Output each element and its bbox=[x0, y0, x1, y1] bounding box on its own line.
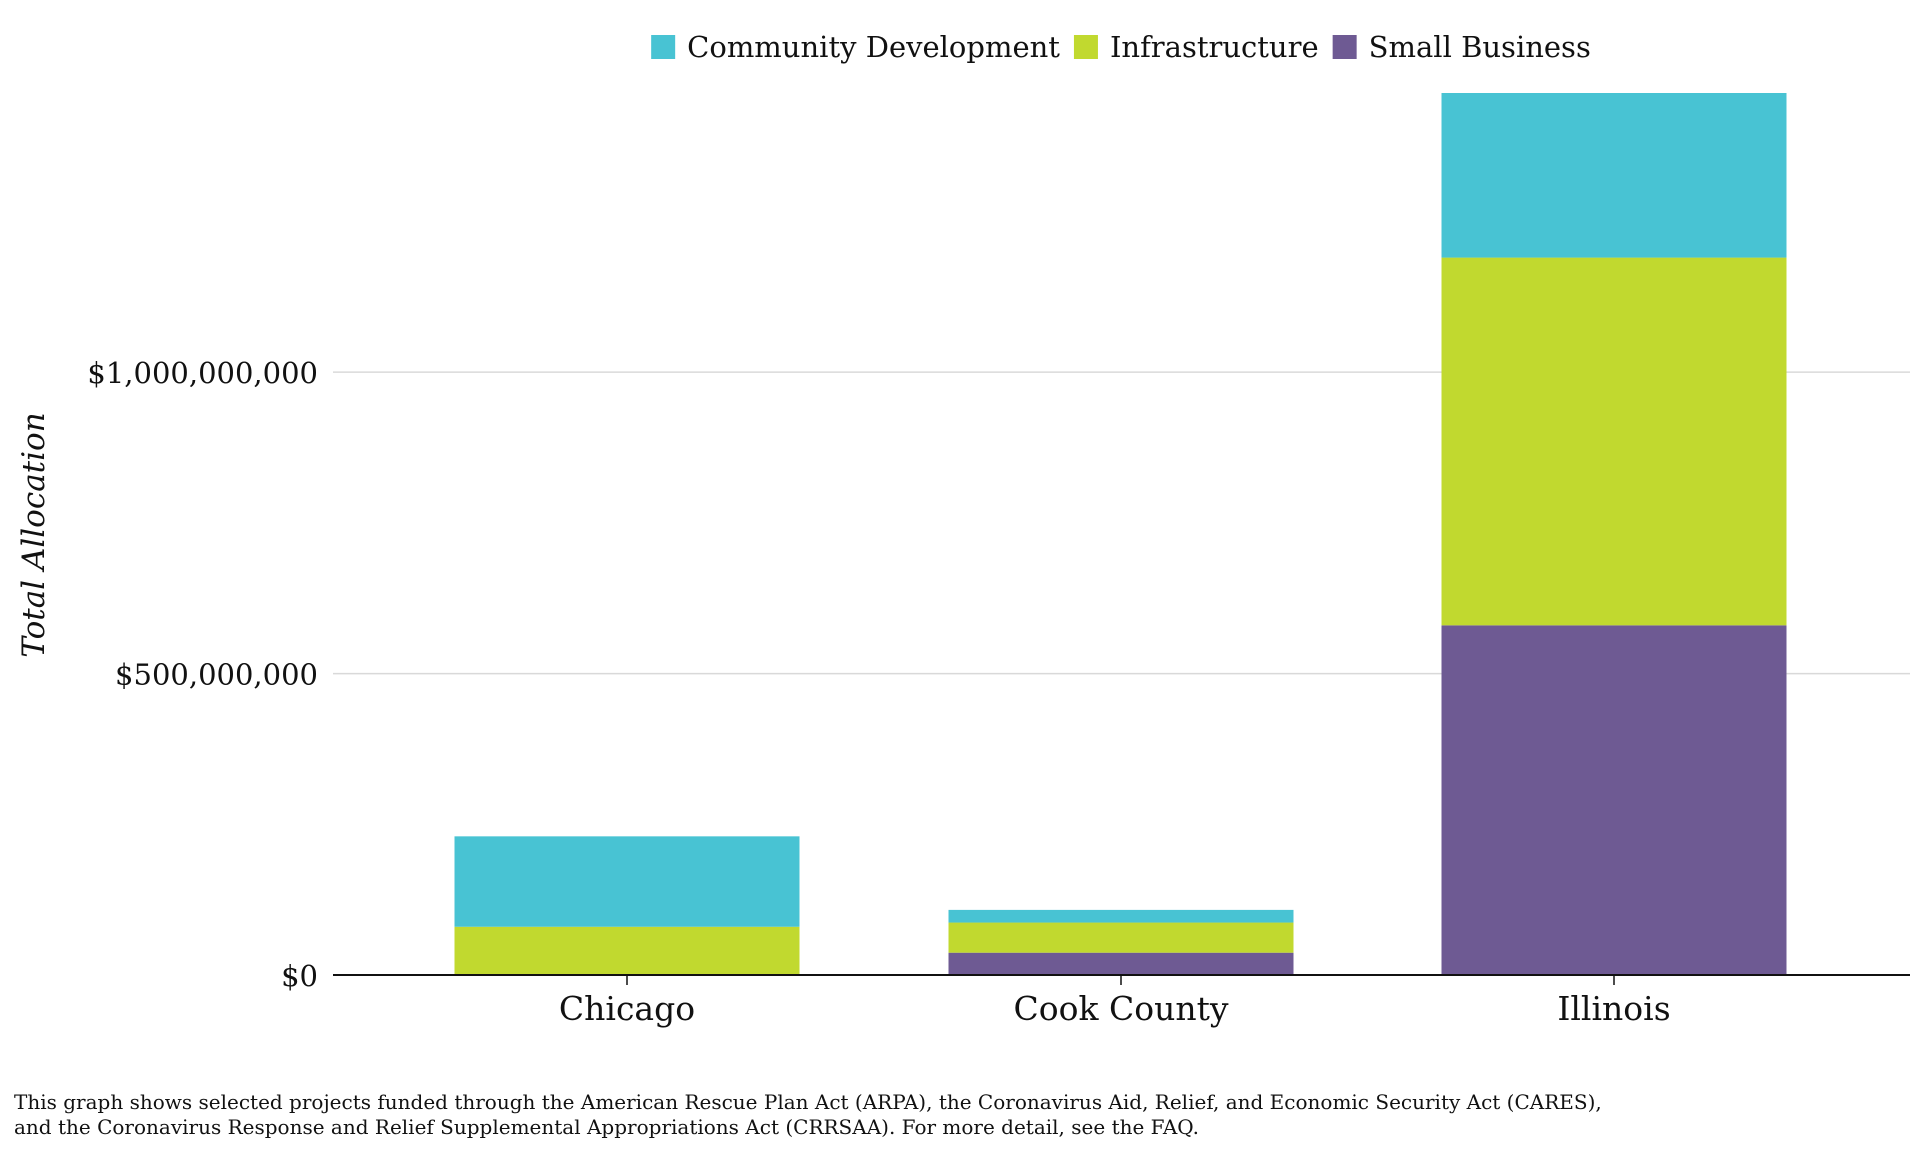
axes: $0 $500,000,000 $1,000,000,000 Total Alloca… bbox=[16, 356, 1910, 1028]
x-tick-label-illinois: Illinois bbox=[1557, 989, 1670, 1028]
bar-chicago-infrastructure bbox=[454, 926, 800, 975]
legend-item-small-business: Small Business bbox=[1332, 30, 1591, 64]
y-tick-label: $1,000,000,000 bbox=[87, 356, 318, 390]
bar-chicago-community-development bbox=[454, 836, 800, 927]
footnote: This graph shows selected projects funde… bbox=[14, 1090, 1874, 1140]
bar-cook-county-infrastructure bbox=[948, 922, 1294, 953]
bar-cook-county-community-development bbox=[948, 909, 1294, 923]
legend-swatch bbox=[651, 35, 676, 59]
bar-illinois-infrastructure bbox=[1441, 257, 1787, 626]
footnote-line-2: and the Coronavirus Response and Relief … bbox=[14, 1115, 1200, 1139]
bar-illinois-community-development bbox=[1441, 93, 1787, 258]
legend-label: Small Business bbox=[1369, 30, 1591, 64]
y-tick-label: $500,000,000 bbox=[115, 658, 318, 692]
legend-item-community-development: Community Development bbox=[651, 30, 1060, 64]
bar-cook-county-small-business bbox=[948, 952, 1294, 975]
footnote-line-1: This graph shows selected projects funde… bbox=[14, 1090, 1602, 1114]
x-tick-label-chicago: Chicago bbox=[559, 989, 695, 1028]
y-axis-title: Total Allocation bbox=[16, 412, 52, 657]
legend-label: Infrastructure bbox=[1110, 30, 1319, 64]
legend-label: Community Development bbox=[687, 30, 1060, 64]
legend-item-infrastructure: Infrastructure bbox=[1073, 30, 1319, 64]
x-tick-label-cook-county: Cook County bbox=[1014, 989, 1229, 1028]
legend: Community Development Infrastructure Small… bbox=[651, 30, 1591, 64]
y-tick-label: $0 bbox=[281, 959, 318, 993]
legend-swatch bbox=[1073, 35, 1098, 59]
bars bbox=[454, 93, 1787, 975]
bar-illinois-small-business bbox=[1441, 625, 1787, 975]
legend-swatch bbox=[1332, 35, 1357, 59]
